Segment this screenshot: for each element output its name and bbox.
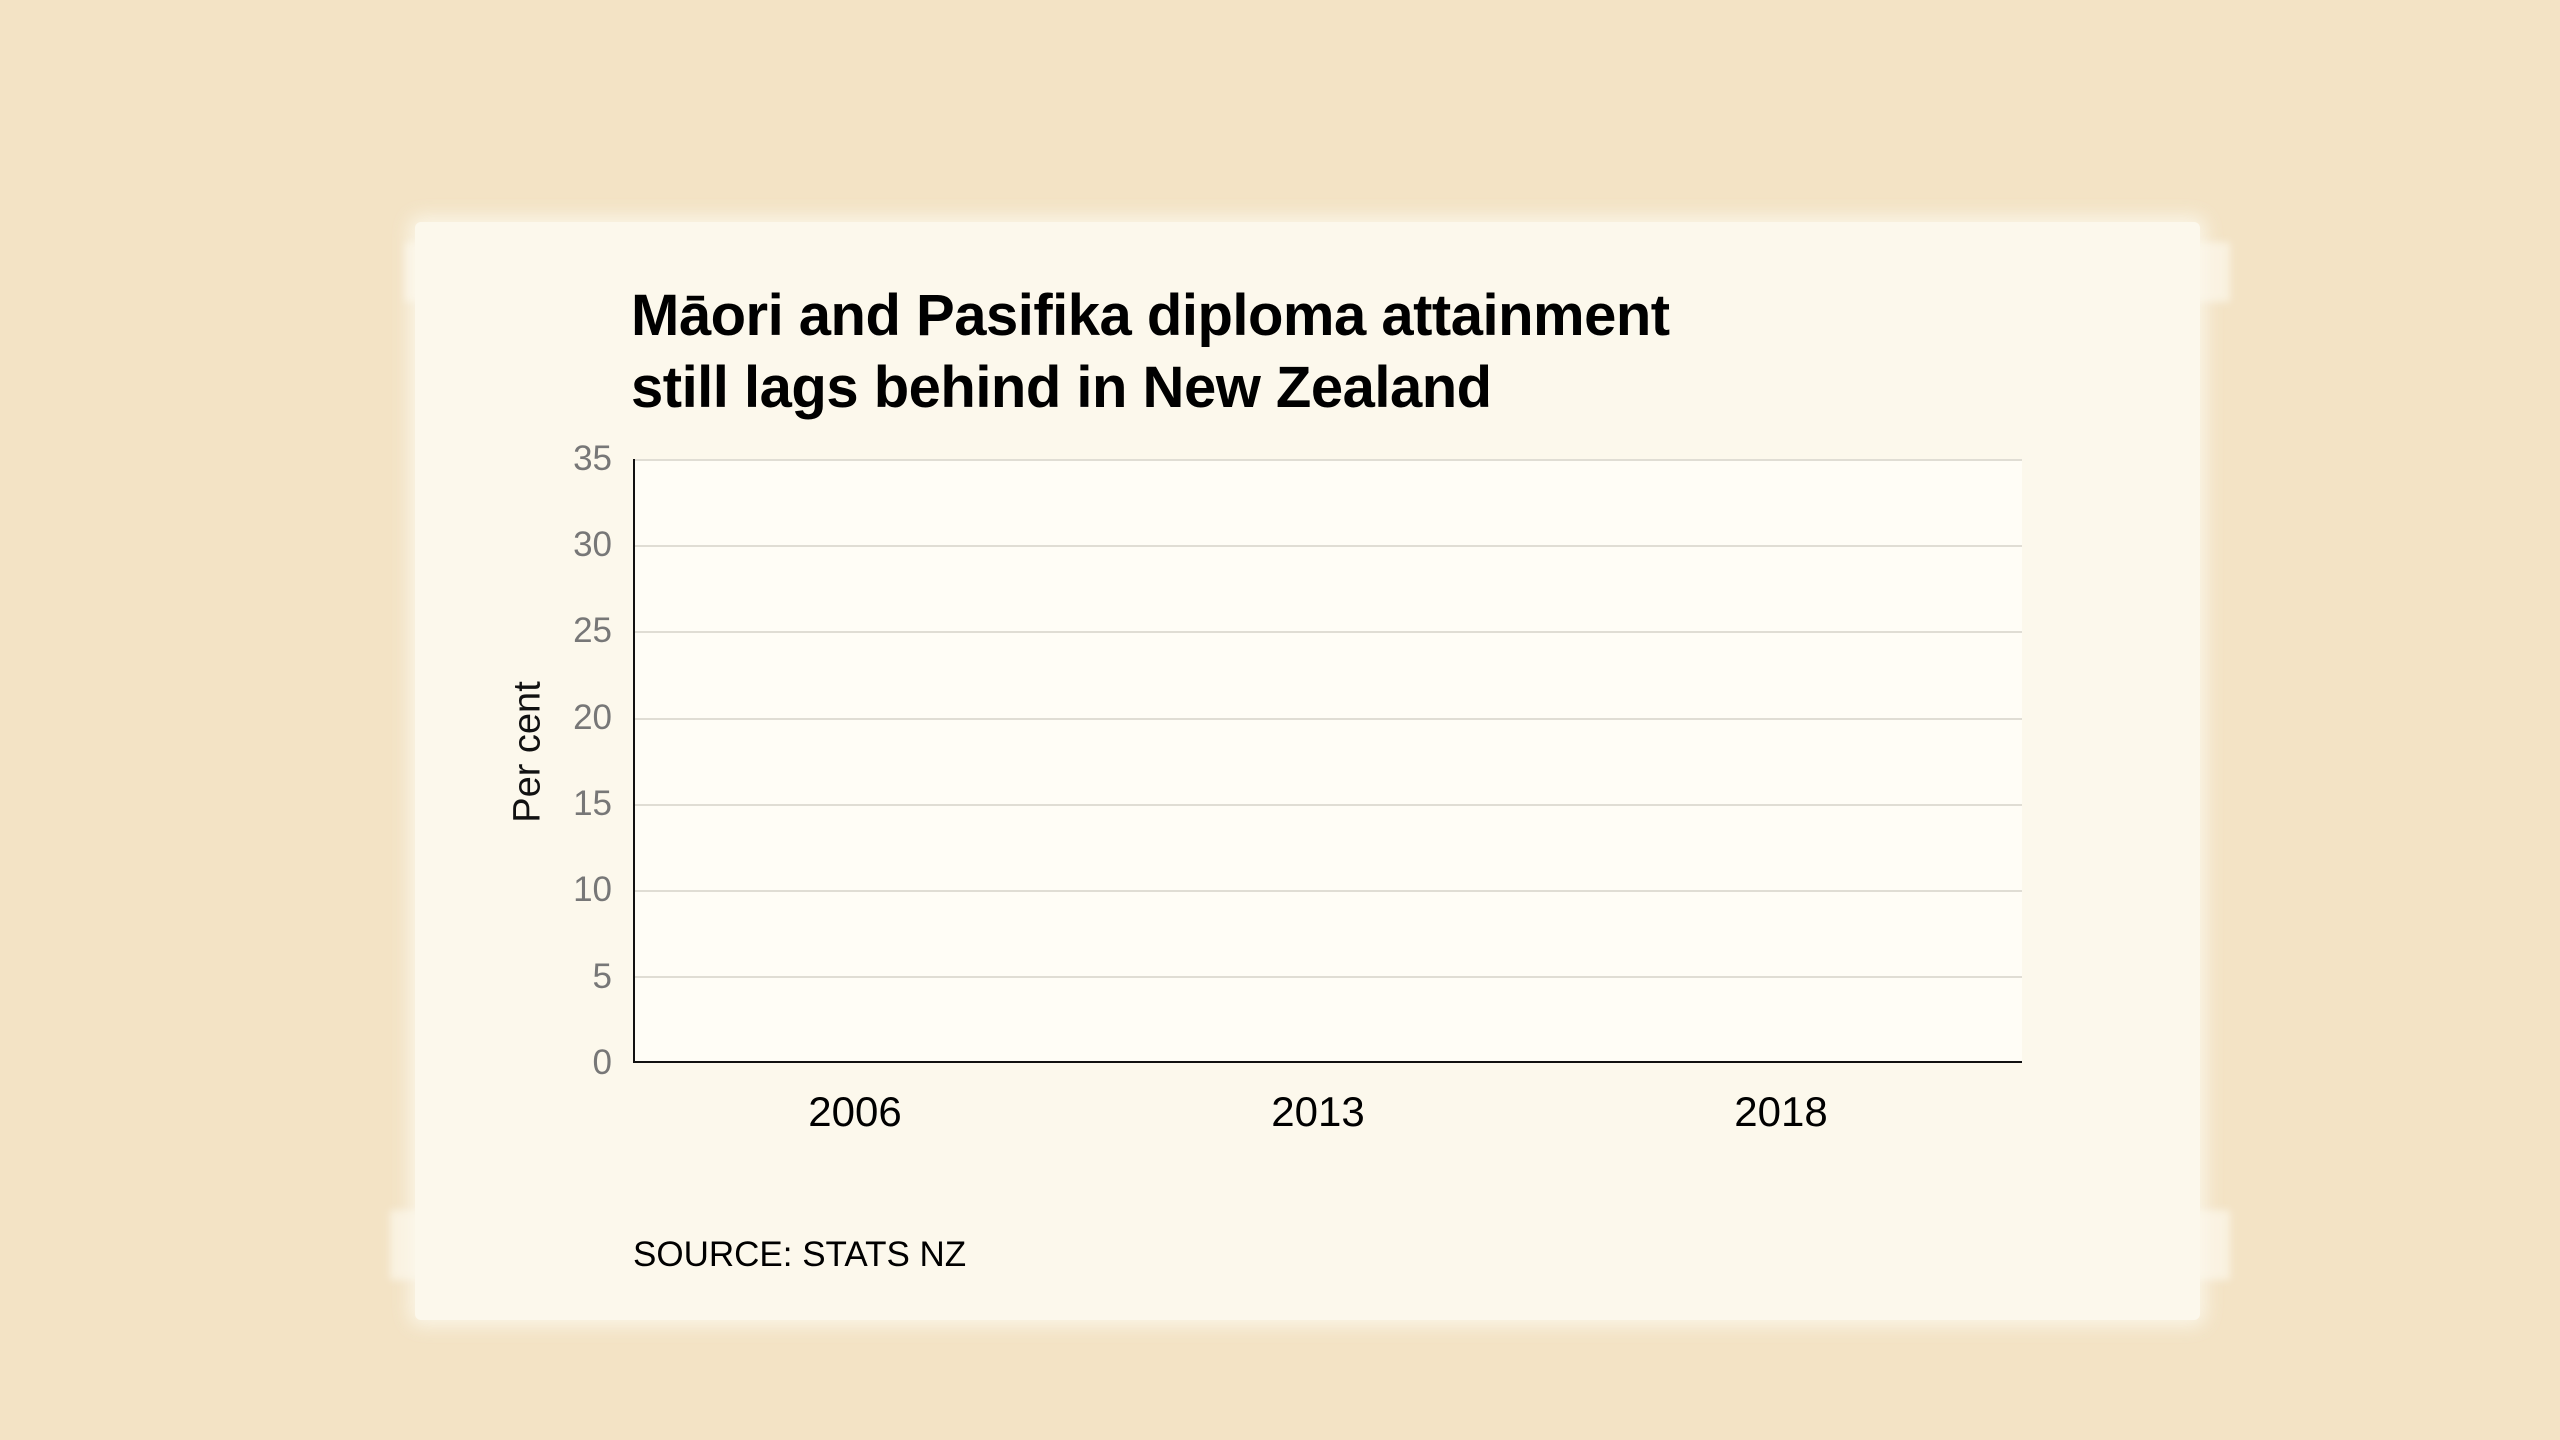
y-tick-0: 0 [592, 1043, 612, 1082]
gridline-15 [635, 804, 2022, 806]
gridline-5 [635, 976, 2022, 978]
chart-title-line-1: Māori and Pasifika diploma attainment [631, 283, 1670, 348]
x-tick-2006: 2006 [808, 1088, 902, 1135]
gridline-10 [635, 890, 2022, 892]
x-tick-2013: 2013 [1271, 1088, 1365, 1135]
plot-area [633, 459, 2022, 1063]
x-tick-2018: 2018 [1734, 1088, 1828, 1135]
y-tick-35: 35 [573, 439, 612, 478]
chart-title-line-2: still lags behind in New Zealand [631, 355, 1492, 420]
gridline-20 [635, 718, 2022, 720]
gridline-35 [635, 459, 2022, 461]
source-note: SOURCE: STATS NZ [633, 1235, 967, 1274]
y-tick-15: 15 [573, 784, 612, 823]
chart-title: Māori and Pasifika diploma attainment st… [631, 280, 1670, 424]
y-tick-20: 20 [573, 698, 612, 737]
gridline-25 [635, 631, 2022, 633]
y-tick-25: 25 [573, 611, 612, 650]
gridline-30 [635, 545, 2022, 547]
y-tick-5: 5 [592, 957, 612, 996]
y-tick-30: 30 [573, 525, 612, 564]
y-tick-10: 10 [573, 870, 612, 909]
